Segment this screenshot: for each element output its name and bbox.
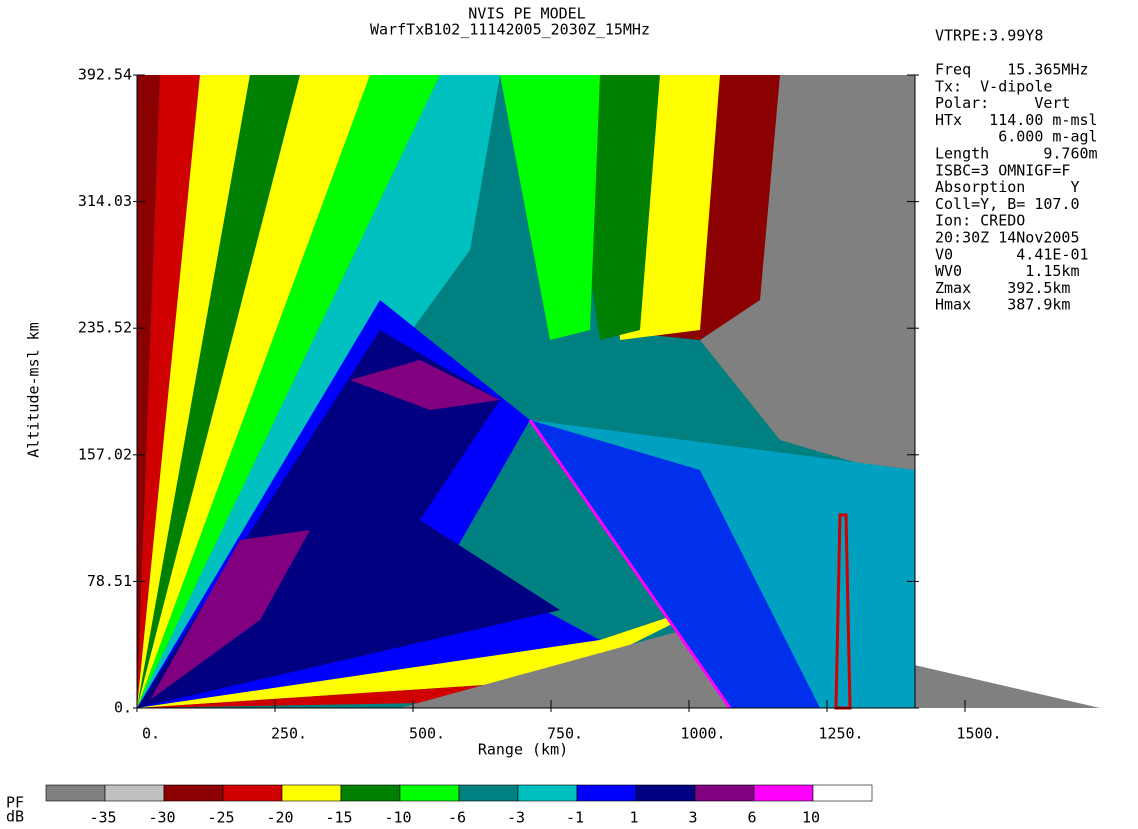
info-line: 6.000 m-agl — [935, 128, 1098, 146]
region — [530, 420, 820, 708]
colorbar-level: -1 — [566, 809, 584, 827]
info-line: Ion: CREDO — [935, 212, 1025, 230]
colorbar-box — [753, 784, 814, 802]
colorbar-box — [104, 784, 165, 802]
y-tick-label: 0. — [114, 699, 132, 717]
info-line: Length 9.760m — [935, 145, 1098, 163]
colorbar-level: 10 — [802, 809, 820, 827]
colorbar-level: -15 — [325, 809, 352, 827]
info-line: V0 4.41E-01 — [935, 245, 1089, 263]
x-tick-label: 1250. — [818, 725, 863, 743]
colorbar-box — [576, 784, 637, 802]
colorbar-level: -10 — [384, 809, 411, 827]
x-tick-label: 250. — [271, 725, 307, 743]
colorbar-box — [812, 784, 873, 802]
colorbar-level: -30 — [148, 809, 175, 827]
x-axis-label: Range (km) — [478, 741, 568, 759]
colorbar-box — [281, 784, 342, 802]
colorbar-level: -20 — [266, 809, 293, 827]
colorbar-box — [399, 784, 460, 802]
info-line: Hmax 387.9km — [935, 296, 1070, 314]
info-line: ISBC=3 OMNIGF=F — [935, 161, 1070, 179]
info-line: Coll=Y, B= 107.0 — [935, 195, 1080, 213]
colorbar-level: -35 — [89, 809, 116, 827]
info-line: Freq 15.365MHz — [935, 61, 1089, 79]
axes — [136, 75, 916, 709]
version: VTRPE:3.99Y8 — [935, 27, 1043, 45]
x-tick-label: 1500. — [956, 725, 1001, 743]
x-tick-label: 750. — [547, 725, 583, 743]
y-tick-label: 392.54 — [78, 66, 132, 84]
colorbar-level: 6 — [747, 809, 756, 827]
x-tick-label: 0. — [142, 725, 160, 743]
region — [137, 75, 500, 708]
info-line: WV0 1.15km — [935, 262, 1080, 280]
y-tick-label: 78.51 — [87, 572, 132, 590]
region — [150, 530, 310, 700]
info-line: Polar: Vert — [935, 94, 1070, 112]
colorbar-level: -6 — [448, 809, 466, 827]
colorbar-box — [222, 784, 283, 802]
colorbar-box — [45, 784, 106, 802]
colorbar-level: -25 — [207, 809, 234, 827]
info-line: Zmax 392.5km — [935, 279, 1070, 297]
x-tick-label: 500. — [409, 725, 445, 743]
x-tick-label: 1000. — [680, 725, 725, 743]
info-line: 20:30Z 14Nov2005 — [935, 229, 1080, 247]
info-line: HTx 114.00 m-msl — [935, 111, 1098, 129]
colorbar-box — [635, 784, 696, 802]
region-edge — [528, 419, 732, 709]
colorbar-level: 1 — [629, 809, 638, 827]
colorbar-level: 3 — [688, 809, 697, 827]
chart-title: NVIS PE MODEL — [468, 5, 585, 23]
colorbar-box — [163, 784, 224, 802]
region — [350, 360, 500, 410]
colorbar-label: PF — [6, 794, 24, 812]
y-tick-label: 157.02 — [78, 445, 132, 463]
info-line: Absorption Y — [935, 178, 1080, 196]
y-tick-label: 314.03 — [78, 192, 132, 210]
colorbar-box — [517, 784, 578, 802]
colorbar-label: dB — [6, 808, 24, 826]
colorbar-box — [340, 784, 401, 802]
colorbar-box — [694, 784, 755, 802]
colorbar-box — [458, 784, 519, 802]
region — [500, 75, 600, 340]
info-line: Tx: V-dipole — [935, 77, 1052, 95]
y-tick-label: 235.52 — [78, 319, 132, 337]
colorbar-level: -3 — [507, 809, 525, 827]
chart-subtitle: WarfTxB102_11142005_2030Z_15MHz — [370, 21, 650, 39]
y-axis-label: Altitude-msl km — [25, 322, 43, 457]
field-plot — [137, 75, 1100, 710]
